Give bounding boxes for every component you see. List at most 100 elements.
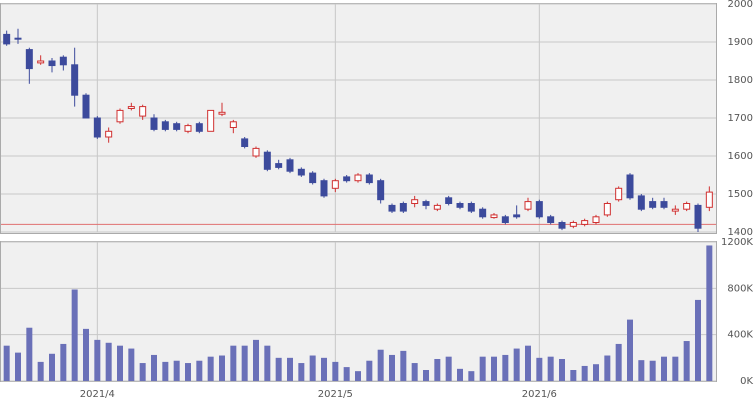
candle-body <box>275 163 283 168</box>
candle-body <box>25 49 33 70</box>
volume-bar <box>411 363 418 381</box>
volume-bar <box>423 369 429 381</box>
candle-body <box>535 201 543 218</box>
candle-body <box>150 117 158 130</box>
candle-body <box>241 138 249 147</box>
candle-body <box>479 208 487 218</box>
candle-body <box>252 147 260 157</box>
volume-bar <box>275 357 282 381</box>
volume-bar <box>672 356 679 381</box>
volume-bar <box>661 356 667 381</box>
candle-body <box>207 109 215 132</box>
volume-bar <box>128 348 135 381</box>
volume-bar <box>649 360 656 381</box>
candle-body <box>161 121 169 130</box>
volume-bar <box>309 355 316 381</box>
volume-bar <box>241 345 248 381</box>
candle-body <box>331 180 339 189</box>
candle-body <box>388 204 396 212</box>
volume-bar <box>479 356 486 381</box>
volume-bar <box>343 367 350 381</box>
candle-body <box>105 130 113 138</box>
x-tick-label: 2021/6 <box>522 389 557 400</box>
volume-bar <box>332 361 339 381</box>
candle-body <box>48 60 56 67</box>
y-tick-label: 1700 <box>728 113 753 124</box>
volume-bar <box>468 371 475 381</box>
candle-body <box>569 222 577 227</box>
y-tick-label: 1200K <box>721 237 753 248</box>
volume-bar <box>457 368 463 381</box>
volume-bar <box>366 360 373 381</box>
volume-bar <box>139 363 146 381</box>
candle-body <box>558 222 566 229</box>
candle-body <box>671 208 679 212</box>
candle-body <box>411 199 419 204</box>
candle-body <box>524 201 532 210</box>
volume-bar <box>615 343 622 381</box>
candle-body <box>660 201 668 208</box>
y-tick-label: 1800 <box>728 75 753 86</box>
volume-bar <box>253 339 259 381</box>
y-tick-label: 400K <box>727 330 753 341</box>
candle-body <box>592 216 600 224</box>
candle-body <box>501 216 509 224</box>
candle-body <box>184 125 192 132</box>
candle-body <box>354 174 362 182</box>
candle-body <box>615 187 623 201</box>
volume-bar <box>196 360 203 381</box>
candle-body <box>705 191 713 208</box>
volume-bar <box>185 363 191 381</box>
candle-body <box>93 117 101 138</box>
candle-body <box>365 174 373 184</box>
volume-bar <box>513 348 520 381</box>
volume-bar <box>400 350 407 381</box>
volume-bar <box>230 345 237 381</box>
candle-body <box>127 106 135 109</box>
volume-bar <box>491 356 497 381</box>
volume-bar <box>502 354 509 381</box>
volume-bar <box>377 349 384 381</box>
volume-bar <box>321 357 327 381</box>
y-tick-label: 1900 <box>728 37 753 48</box>
candle-body <box>320 180 328 197</box>
candle-body <box>422 201 430 206</box>
candle-body <box>263 151 271 170</box>
candle-body <box>547 216 555 224</box>
volume-bar <box>593 364 599 381</box>
volume-bar <box>683 341 690 381</box>
candle-body <box>218 111 226 115</box>
x-tick-label: 2021/5 <box>318 389 353 400</box>
volume-bar <box>219 355 225 381</box>
candle-body <box>445 197 453 205</box>
volume-bar <box>604 355 611 381</box>
volume-bar <box>547 356 554 381</box>
volume-bar <box>559 358 565 381</box>
x-tick-label: 2021/4 <box>80 389 115 400</box>
y-tick-label: 2000 <box>728 0 753 10</box>
volume-bar <box>389 354 395 381</box>
y-tick-label: 1600 <box>728 151 753 162</box>
candle-body <box>433 204 441 210</box>
candle-body <box>343 176 351 182</box>
volume-bar <box>15 352 21 381</box>
candle-body <box>683 203 691 210</box>
candle-body <box>3 33 11 45</box>
volume-bar <box>83 328 89 381</box>
volume-bar <box>71 289 78 381</box>
volume-bar <box>706 245 713 381</box>
candle-body <box>637 195 645 210</box>
candle-body <box>581 220 589 225</box>
volume-bar <box>695 299 701 381</box>
volume-bar <box>434 358 441 381</box>
candle-body <box>297 168 305 176</box>
candle-body <box>82 94 90 119</box>
volume-bar <box>207 356 214 381</box>
volume-bar <box>536 357 543 381</box>
volume-bar <box>525 345 531 381</box>
candle-body <box>59 56 67 66</box>
volume-bar <box>151 354 157 381</box>
candle-body <box>37 60 45 64</box>
volume-bar <box>3 345 10 381</box>
